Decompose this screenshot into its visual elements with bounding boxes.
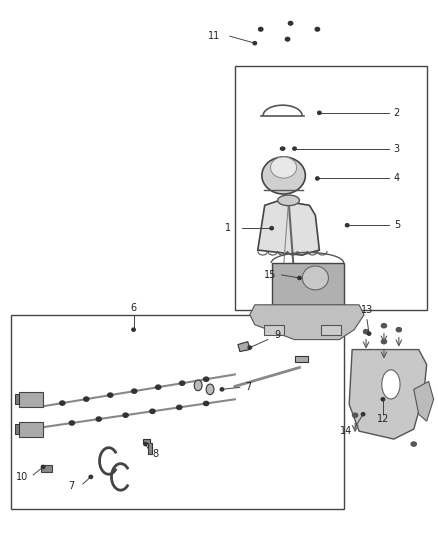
Bar: [15, 394, 19, 404]
Text: 14: 14: [340, 426, 352, 436]
Ellipse shape: [367, 332, 371, 335]
Bar: [235, 66, 427, 310]
Ellipse shape: [123, 413, 128, 417]
Ellipse shape: [353, 413, 358, 417]
Polygon shape: [238, 342, 250, 352]
Ellipse shape: [108, 393, 113, 397]
Ellipse shape: [280, 147, 285, 150]
Ellipse shape: [206, 384, 214, 394]
Ellipse shape: [41, 465, 45, 469]
Ellipse shape: [381, 398, 385, 401]
Ellipse shape: [316, 177, 319, 180]
Text: 6: 6: [131, 303, 137, 313]
Bar: [11, 315, 344, 508]
Polygon shape: [250, 305, 364, 340]
Text: 8: 8: [152, 449, 159, 459]
Ellipse shape: [180, 381, 185, 385]
Text: 5: 5: [394, 220, 400, 230]
Ellipse shape: [131, 389, 137, 393]
Bar: [264, 325, 283, 335]
Text: 11: 11: [208, 31, 220, 41]
Ellipse shape: [411, 442, 417, 446]
Polygon shape: [349, 350, 427, 439]
Ellipse shape: [381, 340, 387, 344]
Polygon shape: [414, 382, 434, 421]
Ellipse shape: [298, 276, 301, 279]
Text: 15: 15: [264, 270, 276, 280]
Text: 2: 2: [394, 108, 400, 118]
Ellipse shape: [315, 27, 320, 31]
Ellipse shape: [381, 324, 387, 328]
Ellipse shape: [258, 27, 263, 31]
Bar: [19, 392, 43, 407]
Ellipse shape: [144, 442, 147, 446]
Ellipse shape: [286, 37, 290, 41]
Ellipse shape: [361, 413, 365, 416]
Ellipse shape: [89, 475, 92, 479]
Ellipse shape: [194, 380, 202, 391]
Bar: [294, 356, 307, 362]
Ellipse shape: [288, 21, 293, 25]
Text: 1: 1: [225, 223, 231, 233]
Ellipse shape: [177, 405, 182, 409]
Ellipse shape: [396, 328, 402, 332]
Polygon shape: [258, 200, 319, 255]
Ellipse shape: [346, 224, 349, 227]
Ellipse shape: [318, 111, 321, 115]
Ellipse shape: [271, 157, 297, 178]
Ellipse shape: [155, 385, 161, 389]
Bar: [19, 422, 43, 437]
Ellipse shape: [204, 377, 209, 381]
Text: 4: 4: [394, 173, 400, 183]
Text: 7: 7: [68, 481, 74, 491]
Bar: [15, 424, 19, 434]
Ellipse shape: [96, 417, 101, 421]
Ellipse shape: [293, 147, 296, 150]
Ellipse shape: [383, 371, 399, 398]
Text: 12: 12: [377, 414, 389, 424]
Text: 9: 9: [275, 329, 281, 340]
Ellipse shape: [84, 397, 89, 401]
Ellipse shape: [150, 409, 155, 414]
Polygon shape: [144, 439, 152, 454]
Ellipse shape: [253, 42, 257, 45]
Text: 7: 7: [245, 382, 251, 392]
Text: 10: 10: [16, 472, 28, 482]
Ellipse shape: [248, 346, 251, 349]
Bar: [321, 325, 341, 335]
Ellipse shape: [60, 401, 65, 405]
Ellipse shape: [364, 329, 369, 334]
Ellipse shape: [262, 157, 305, 194]
Ellipse shape: [69, 421, 74, 425]
Ellipse shape: [302, 266, 328, 290]
Ellipse shape: [270, 227, 273, 230]
Text: 3: 3: [394, 143, 400, 154]
Ellipse shape: [220, 388, 224, 391]
Ellipse shape: [132, 328, 135, 332]
Text: 13: 13: [361, 305, 373, 315]
Ellipse shape: [204, 401, 209, 406]
Bar: [41, 464, 52, 472]
Ellipse shape: [278, 195, 300, 206]
Polygon shape: [272, 263, 344, 305]
